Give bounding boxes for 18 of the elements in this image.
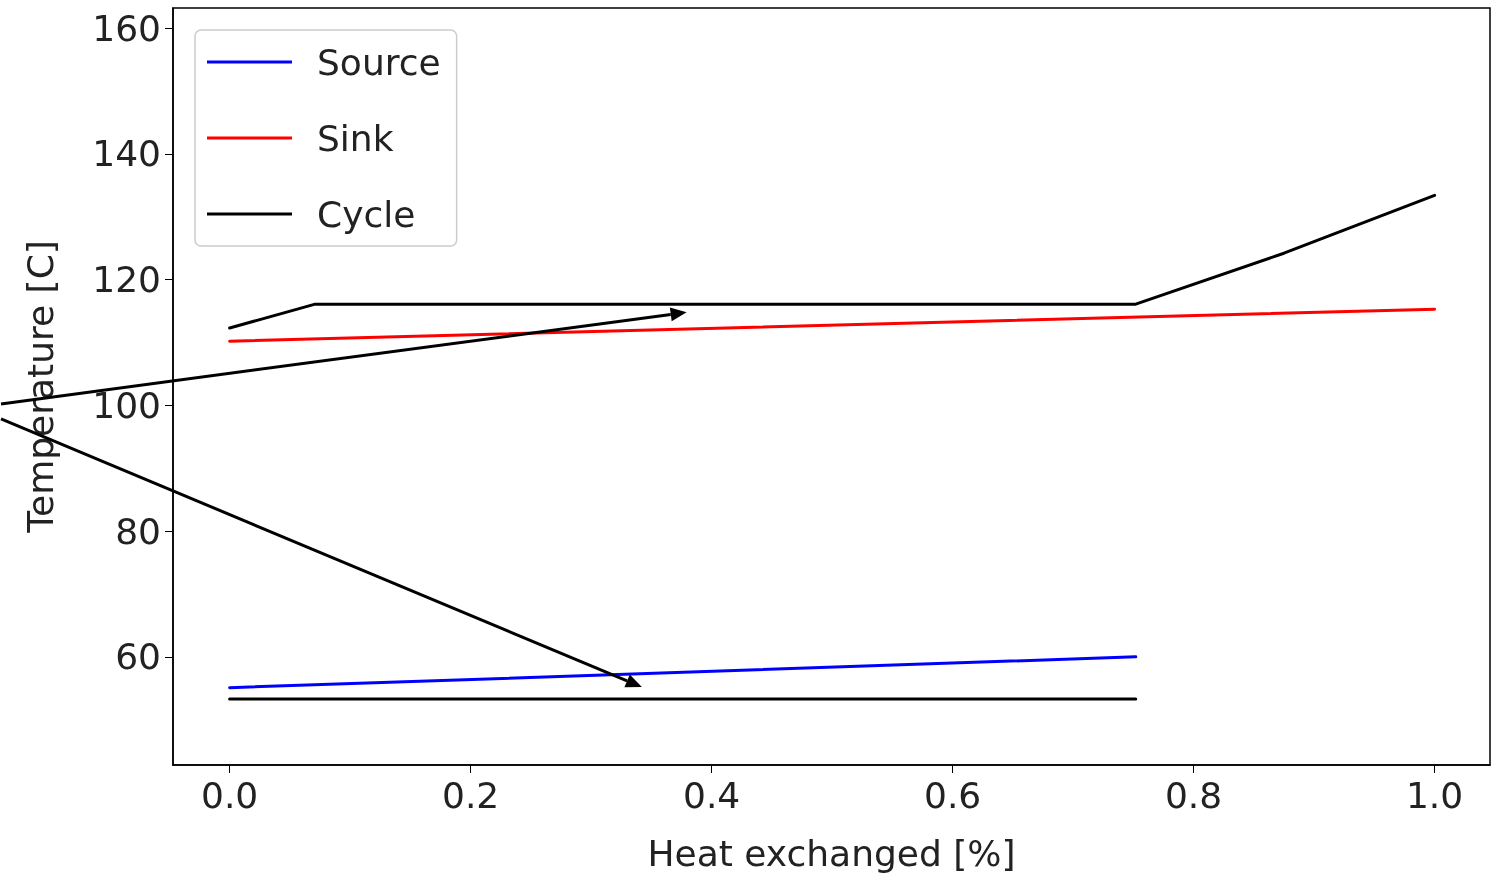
x-tick-label: 0.4 [682, 774, 741, 816]
y-tick-label: 60 [115, 636, 161, 678]
line-series [228, 193, 1437, 330]
y-tick-label: 100 [92, 384, 161, 426]
legend-label: Sink [317, 117, 394, 159]
y-axis-title: Temperature [C] [19, 240, 61, 534]
x-tick-label: 0.6 [923, 774, 982, 816]
y-tick-label: 80 [115, 510, 161, 552]
y-tick-label: 160 [92, 7, 161, 49]
legend-label: Source [317, 41, 441, 83]
x-tick-label: 0.8 [1164, 774, 1223, 816]
legend-label: Cycle [317, 193, 416, 235]
x-tick-label: 0.2 [441, 774, 500, 816]
x-tick-label: 0.0 [201, 774, 259, 816]
x-tick-label: 1.0 [1405, 774, 1464, 816]
y-tick-label: 120 [92, 259, 161, 301]
y-tick-label: 140 [92, 133, 161, 175]
x-axis-title: Heat exchanged [%] [647, 832, 1016, 874]
